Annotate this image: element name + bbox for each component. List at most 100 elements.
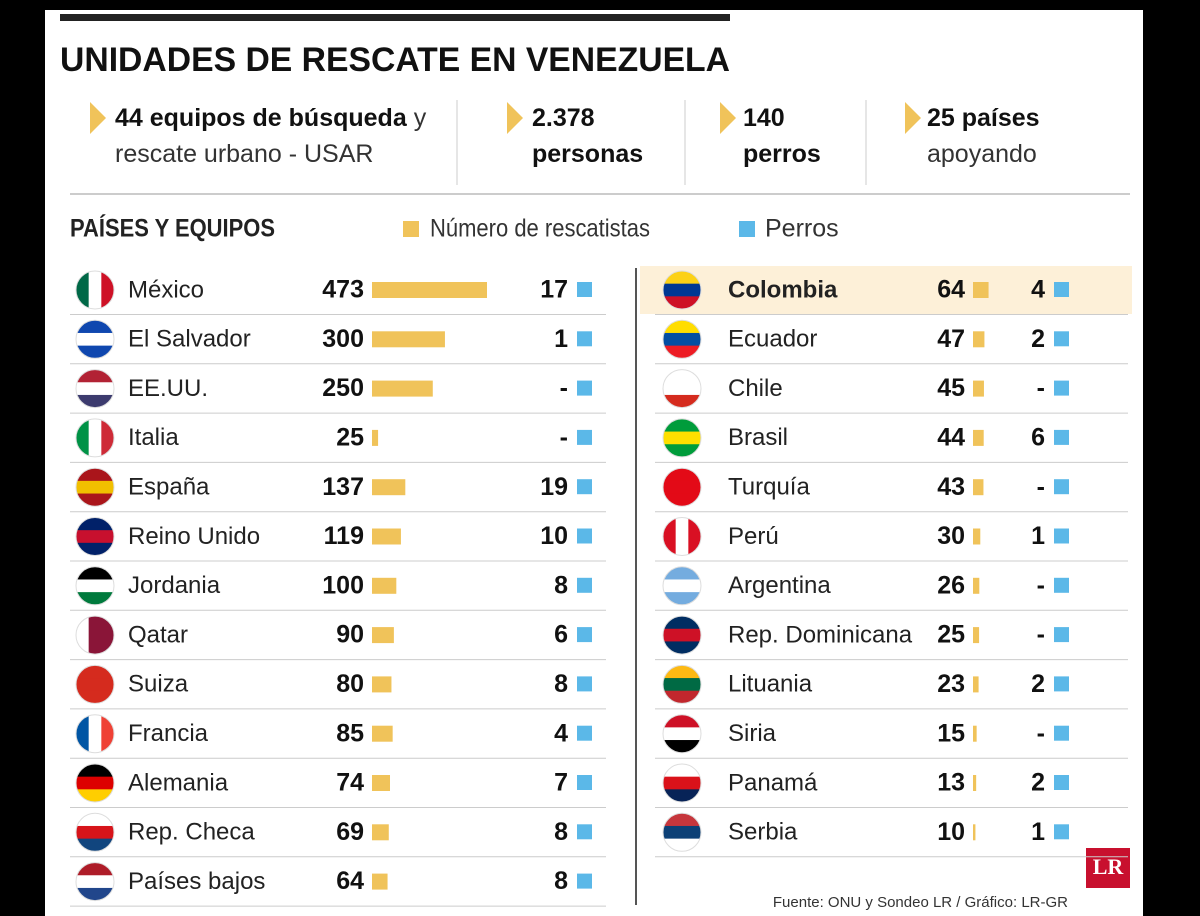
flag-stripe xyxy=(76,382,114,396)
country-name: Suiza xyxy=(128,671,189,698)
stat-bold: 25 países xyxy=(927,104,1040,132)
flag-stripe xyxy=(663,714,701,728)
stat-text: y rescate urbano - USAR xyxy=(115,104,427,168)
dogs-marker xyxy=(577,479,592,495)
flag-stripe xyxy=(76,493,114,507)
flag xyxy=(76,369,114,408)
dogs-marker xyxy=(577,775,592,790)
flag-ring xyxy=(662,664,702,704)
dogs-label: - xyxy=(1037,621,1045,649)
flag-stripe xyxy=(76,665,114,679)
dogs-label: 10 xyxy=(540,522,568,550)
bar xyxy=(973,282,989,298)
flag-stripe xyxy=(76,468,114,482)
dogs-marker xyxy=(1054,725,1069,741)
flag xyxy=(76,271,114,309)
flag-stripe xyxy=(101,418,114,457)
flag-ring xyxy=(662,270,702,310)
bar xyxy=(372,479,406,496)
flag xyxy=(76,665,114,704)
country-name: Argentina xyxy=(728,572,831,599)
flag-stripe xyxy=(76,616,90,655)
value-label: 13 xyxy=(937,769,965,797)
value-label: 64 xyxy=(336,867,364,895)
flag-stripe xyxy=(663,727,701,741)
value-label: 119 xyxy=(324,522,364,550)
flag-stripe xyxy=(76,517,114,531)
dogs-label: 6 xyxy=(554,621,568,649)
highlight-row xyxy=(640,266,1132,314)
dogs-marker xyxy=(577,824,592,840)
flag-stripe xyxy=(76,838,114,852)
bar xyxy=(372,676,392,693)
bar xyxy=(973,627,980,644)
flag-ring xyxy=(75,714,115,754)
country-name: Perú xyxy=(728,523,779,550)
flag-stripe xyxy=(76,394,114,408)
value-label: 15 xyxy=(937,719,965,747)
flag xyxy=(76,813,114,852)
country-name: Reino Unido xyxy=(128,523,260,550)
flag-stripe xyxy=(88,418,102,457)
bar xyxy=(973,577,980,594)
source: Fuente: ONU y Sondeo LR / Gráfico: LR-GR xyxy=(773,894,1068,911)
section-title: PAÍSES Y EQUIPOS xyxy=(70,214,275,243)
country-name: Turquía xyxy=(728,474,810,501)
flag-stripe xyxy=(663,665,701,679)
value-label: 47 xyxy=(937,325,965,353)
flag-ring xyxy=(75,763,115,803)
dogs-label: - xyxy=(1037,374,1045,402)
dogs-label: 19 xyxy=(540,473,568,501)
country-name: Rep. Dominicana xyxy=(728,621,913,648)
stat-dividers xyxy=(456,100,867,185)
value-label: 43 xyxy=(937,473,965,501)
dogs-label: 4 xyxy=(1031,276,1045,304)
flag-ring xyxy=(662,418,702,458)
value-label: 137 xyxy=(322,473,364,501)
flag-ring xyxy=(75,862,115,902)
flag-stripe xyxy=(76,579,114,593)
bar xyxy=(372,775,390,791)
flag-stripe xyxy=(76,875,114,889)
flag-stripe xyxy=(76,714,90,753)
dogs-label: 1 xyxy=(1031,522,1045,550)
country-name: Francia xyxy=(128,720,209,747)
title: UNIDADES DE RESCATE EN VENEZUELA xyxy=(60,41,730,79)
value-label: 300 xyxy=(322,325,364,353)
flag-stripe xyxy=(663,382,701,396)
bar xyxy=(372,380,433,397)
flag-stripe xyxy=(76,862,114,876)
flag-stripe xyxy=(76,764,114,778)
flag xyxy=(76,517,114,556)
flag-stripe xyxy=(663,628,701,642)
flag-ring xyxy=(75,270,115,310)
legend-swatch xyxy=(739,221,755,237)
country-name: Alemania xyxy=(128,769,229,796)
flag-stripe xyxy=(76,332,114,347)
country-name: Serbia xyxy=(728,819,798,846)
flag xyxy=(663,616,701,655)
flag-stripe xyxy=(663,678,701,692)
dogs-label: 4 xyxy=(554,719,568,747)
value-label: 25 xyxy=(336,424,364,452)
flag-stripe xyxy=(663,271,701,285)
flag-ring xyxy=(75,369,115,409)
flag-stripe xyxy=(76,369,114,383)
dogs-marker xyxy=(1054,824,1069,840)
stat-bold: 2.378 personas xyxy=(532,104,644,168)
value-label: 74 xyxy=(336,769,364,797)
country-name: Rep. Checa xyxy=(128,819,255,846)
arrows xyxy=(90,102,921,134)
dogs-label: 1 xyxy=(554,325,568,353)
dogs-label: 2 xyxy=(1031,670,1045,698)
flag-stripe xyxy=(76,320,114,334)
flag xyxy=(663,418,701,457)
bar xyxy=(372,429,379,446)
flag-stripe xyxy=(88,271,102,309)
value-label: 100 xyxy=(322,571,364,599)
bar xyxy=(973,725,977,742)
flag-stripe xyxy=(76,887,114,901)
flag xyxy=(663,369,701,408)
flag-stripe xyxy=(76,789,114,802)
